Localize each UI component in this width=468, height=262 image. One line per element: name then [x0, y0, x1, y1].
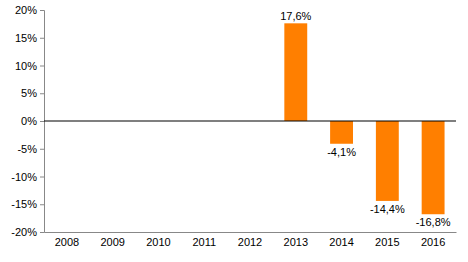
y-tick-label: 0%: [21, 115, 37, 127]
y-tick-label: -5%: [17, 143, 37, 155]
x-tick-label: 2011: [192, 236, 216, 248]
y-tick-mark: [40, 93, 44, 94]
x-tick-label: 2012: [238, 236, 262, 248]
y-tick: 15%: [15, 32, 44, 44]
bar: [422, 121, 445, 214]
y-tick-mark: [40, 121, 44, 122]
bars: [284, 23, 444, 214]
y-tick-label: -15%: [11, 198, 37, 210]
x-tick: 2009: [100, 232, 124, 248]
y-tick-label: 20%: [15, 4, 37, 16]
data-labels: 17,6% -4,1% -14,4% -16,8%: [280, 10, 451, 228]
x-tick: 2016: [421, 232, 445, 248]
y-tick-mark: [40, 66, 44, 67]
y-tick-mark: [40, 149, 44, 150]
x-tick: 2012: [238, 232, 262, 248]
x-tick: 2011: [192, 232, 216, 248]
x-tick-label: 2008: [55, 236, 79, 248]
y-tick: 20%: [15, 4, 44, 16]
bar: [330, 121, 353, 144]
y-tick: -10%: [11, 171, 44, 183]
y-tick-mark: [40, 10, 44, 11]
y-axis-line: [40, 11, 45, 233]
y-tick: -20%: [11, 226, 44, 238]
data-label: 17,6%: [280, 10, 311, 22]
data-label: -14,4%: [370, 203, 405, 215]
y-tick: 5%: [21, 87, 44, 99]
y-tick-label: 15%: [15, 32, 37, 44]
y-tick-mark: [40, 38, 44, 39]
y-tick-label: 5%: [21, 87, 37, 99]
y-tick-mark: [40, 177, 44, 178]
y-tick: -15%: [11, 198, 44, 210]
x-tick-label: 2016: [421, 236, 445, 248]
x-tick: 2010: [146, 232, 170, 248]
x-tick-label: 2014: [329, 236, 353, 248]
y-tick-label: -10%: [11, 171, 37, 183]
x-axis: 2008 2009 2010 2011 2012 2013 2014 2015 2016: [45, 232, 457, 248]
y-tick: 0%: [21, 115, 44, 127]
x-axis-line: [45, 232, 457, 233]
y-tick-label: 10%: [15, 60, 37, 72]
bar: [284, 23, 307, 121]
y-tick-label: -20%: [11, 226, 37, 238]
plot: 20% 15% 10% 5% 0% -5% -10% -15% -20% 2008 2009 2010…: [11, 4, 456, 248]
y-tick: -5%: [17, 143, 44, 155]
x-tick-label: 2013: [284, 236, 308, 248]
x-tick-label: 2010: [146, 236, 170, 248]
x-tick-label: 2009: [100, 236, 124, 248]
data-label: -16,8%: [416, 216, 451, 228]
y-axis: 20% 15% 10% 5% 0% -5% -10% -15% -20%: [11, 4, 44, 238]
zero-line: [44, 120, 456, 121]
x-tick: 2008: [55, 232, 79, 248]
x-tick: 2015: [375, 232, 399, 248]
y-tick-mark: [40, 204, 44, 205]
x-tick-label: 2015: [375, 236, 399, 248]
x-tick: 2014: [329, 232, 353, 248]
y-tick-mark: [40, 232, 44, 233]
x-tick: 2013: [284, 232, 308, 248]
data-label: -4,1%: [327, 146, 356, 158]
y-tick: 10%: [15, 60, 44, 72]
chart: 20% 15% 10% 5% 0% -5% -10% -15% -20% 2008 2009 2010…: [0, 0, 468, 262]
bar: [376, 121, 399, 201]
